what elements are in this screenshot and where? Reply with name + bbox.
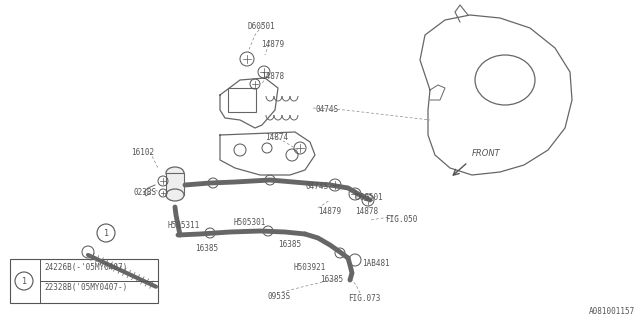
Text: 16102: 16102 bbox=[131, 148, 154, 157]
Text: 0474S: 0474S bbox=[315, 105, 338, 114]
Text: 24226B(-'05MY0407): 24226B(-'05MY0407) bbox=[44, 263, 127, 272]
Text: 0953S: 0953S bbox=[268, 292, 291, 301]
Text: 0474S: 0474S bbox=[305, 182, 328, 191]
Text: 14874: 14874 bbox=[265, 133, 288, 142]
Text: D60501: D60501 bbox=[355, 193, 383, 202]
Ellipse shape bbox=[166, 189, 184, 201]
Text: 14879: 14879 bbox=[261, 40, 284, 49]
Text: H505311: H505311 bbox=[168, 221, 200, 230]
Text: 16385: 16385 bbox=[320, 275, 343, 284]
Text: H503921: H503921 bbox=[293, 263, 325, 272]
Text: 1: 1 bbox=[21, 276, 27, 285]
Text: 1AB481: 1AB481 bbox=[362, 259, 390, 268]
Text: 16385: 16385 bbox=[195, 244, 218, 253]
Bar bbox=[166, 173, 184, 195]
Text: 16385: 16385 bbox=[278, 240, 301, 249]
Text: 1: 1 bbox=[104, 228, 109, 237]
Text: FRONT: FRONT bbox=[472, 149, 500, 158]
Text: 023BS: 023BS bbox=[133, 188, 156, 197]
Text: FIG.050: FIG.050 bbox=[385, 215, 417, 224]
Text: 14879: 14879 bbox=[318, 207, 341, 216]
Ellipse shape bbox=[166, 167, 184, 179]
Text: H505301: H505301 bbox=[233, 218, 266, 227]
Text: 14878: 14878 bbox=[355, 207, 378, 216]
Bar bbox=[10, 259, 158, 303]
FancyBboxPatch shape bbox=[228, 88, 256, 112]
Text: A081001157: A081001157 bbox=[589, 307, 635, 316]
Text: D60501: D60501 bbox=[248, 22, 276, 31]
Text: FIG.073: FIG.073 bbox=[348, 294, 380, 303]
Text: 22328B('05MY0407-): 22328B('05MY0407-) bbox=[44, 283, 127, 292]
Text: 14878: 14878 bbox=[261, 72, 284, 81]
